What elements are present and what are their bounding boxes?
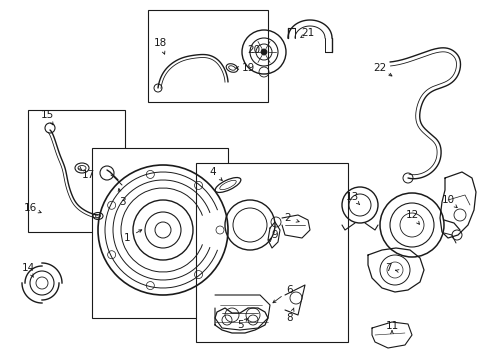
Text: 4: 4 — [209, 167, 216, 177]
Text: 17: 17 — [81, 170, 95, 180]
Text: 11: 11 — [385, 321, 398, 331]
Text: 15: 15 — [41, 110, 54, 120]
Bar — [92, 148, 227, 318]
Bar — [148, 10, 267, 102]
Text: 20: 20 — [247, 45, 260, 55]
Text: 8: 8 — [286, 313, 293, 323]
Text: 3: 3 — [119, 197, 125, 207]
Text: 12: 12 — [405, 210, 418, 220]
Text: 7: 7 — [384, 263, 390, 273]
Bar — [196, 163, 347, 342]
Text: 16: 16 — [23, 203, 37, 213]
Text: 9: 9 — [271, 230, 278, 240]
Text: 19: 19 — [241, 63, 254, 73]
Text: 22: 22 — [373, 63, 386, 73]
Text: 21: 21 — [301, 28, 314, 38]
Text: 13: 13 — [345, 192, 358, 202]
Circle shape — [261, 49, 266, 55]
Text: 14: 14 — [21, 263, 35, 273]
Text: 10: 10 — [441, 195, 454, 205]
Text: 2: 2 — [284, 213, 291, 223]
Text: 5: 5 — [236, 320, 243, 330]
Text: 6: 6 — [286, 285, 293, 295]
Text: 18: 18 — [153, 38, 166, 48]
Bar — [28, 110, 125, 232]
Text: 1: 1 — [123, 233, 130, 243]
